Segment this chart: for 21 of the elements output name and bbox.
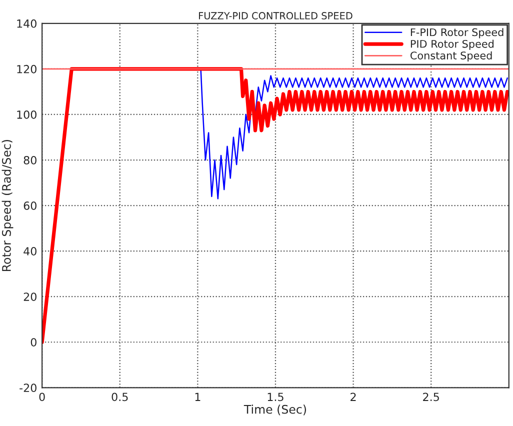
y-tick-label: -20 xyxy=(20,384,36,392)
y-tick-label: 0 xyxy=(30,338,36,347)
y-tick-label: 140 xyxy=(17,19,36,28)
x-tick-label: 2 xyxy=(350,392,356,401)
x-tick-label: 1 xyxy=(195,392,200,401)
x-axis-title: Time (Sec) xyxy=(244,404,306,416)
x-tick-label: 1.5 xyxy=(268,392,284,402)
y-axis-title: Rotor Speed (Rad/Sec) xyxy=(2,140,14,271)
x-tick-label: 0 xyxy=(39,392,45,402)
x-tick-label: 0.5 xyxy=(112,392,128,402)
legend-label: Constant Speed xyxy=(410,51,492,62)
y-tick-label: 60 xyxy=(24,202,36,210)
y-tick-label: 100 xyxy=(17,110,36,119)
chart-title: FUZZY-PID CONTROLLED SPEED xyxy=(198,12,352,20)
y-tick-label: 20 xyxy=(24,292,36,301)
legend-label: PID Rotor Speed xyxy=(410,40,494,50)
x-tick-label: 2.5 xyxy=(423,392,439,402)
y-tick-label: 80 xyxy=(24,156,36,164)
legend-label: F-PID Rotor Speed xyxy=(410,28,504,38)
y-tick-label: 40 xyxy=(24,247,36,256)
y-tick-label: 120 xyxy=(17,64,36,74)
